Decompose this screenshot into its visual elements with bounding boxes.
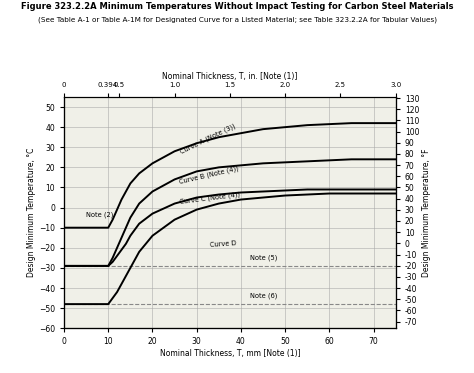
X-axis label: Nominal Thickness, T, in. [Note (1)]: Nominal Thickness, T, in. [Note (1)] bbox=[162, 72, 298, 81]
Text: Note (6): Note (6) bbox=[250, 292, 277, 299]
Y-axis label: Design Minimum Temperature, °C: Design Minimum Temperature, °C bbox=[27, 148, 36, 277]
Text: Curve A (Note (3)): Curve A (Note (3)) bbox=[179, 123, 237, 155]
X-axis label: Nominal Thickness, T, mm [Note (1)]: Nominal Thickness, T, mm [Note (1)] bbox=[160, 349, 300, 358]
Text: Curve C (Note (4)): Curve C (Note (4)) bbox=[179, 191, 240, 204]
Text: (See Table A-1 or Table A-1M for Designated Curve for a Listed Material; see Tab: (See Table A-1 or Table A-1M for Designa… bbox=[37, 17, 437, 23]
Text: Curve B (Note (4)): Curve B (Note (4)) bbox=[179, 166, 240, 185]
Text: Figure 323.2.2A Minimum Temperatures Without Impact Testing for Carbon Steel Mat: Figure 323.2.2A Minimum Temperatures Wit… bbox=[21, 2, 453, 11]
Text: Note (2): Note (2) bbox=[86, 211, 113, 217]
Text: Curve D: Curve D bbox=[210, 240, 237, 248]
Text: Note (5): Note (5) bbox=[250, 254, 277, 261]
Y-axis label: Design Minimum Temperature, °F: Design Minimum Temperature, °F bbox=[422, 148, 431, 277]
